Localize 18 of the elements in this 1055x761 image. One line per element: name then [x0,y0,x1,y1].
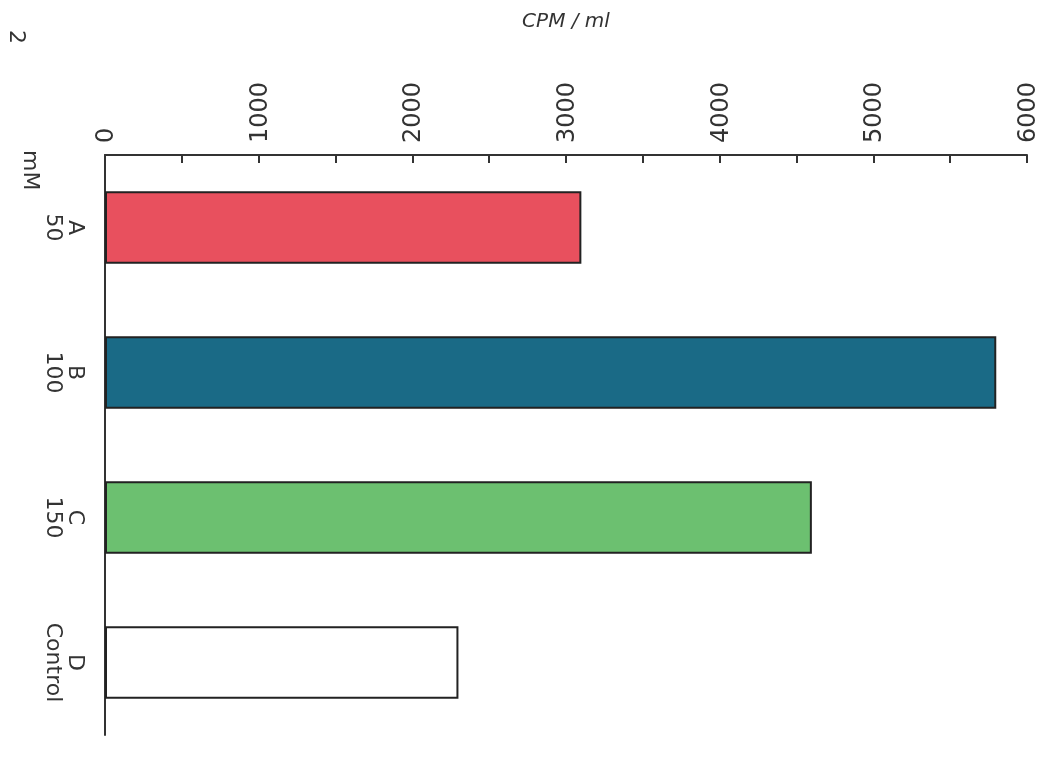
y-tick-label: B 100 [41,351,89,394]
text: mM [18,150,44,191]
y-tick-label: A 50 [41,213,89,242]
bar [105,626,459,699]
x-axis-title: CPM / ml [522,8,611,32]
text: 2 [4,30,30,44]
bar [105,191,582,264]
bar [105,336,997,409]
x-tick-label: 1000 [244,81,273,143]
bar [105,481,812,554]
x-tick-label: 0 [91,127,119,143]
y-tick-label: C 150 [41,496,89,539]
x-tick-label: 2000 [398,81,427,143]
x-tick-label: 4000 [705,81,734,143]
y-tick-label: D Control [41,622,89,703]
x-tick-label: 5000 [859,81,888,143]
x-tick-label: 3000 [552,81,580,143]
x-tick-label: 6000 [1013,81,1041,143]
